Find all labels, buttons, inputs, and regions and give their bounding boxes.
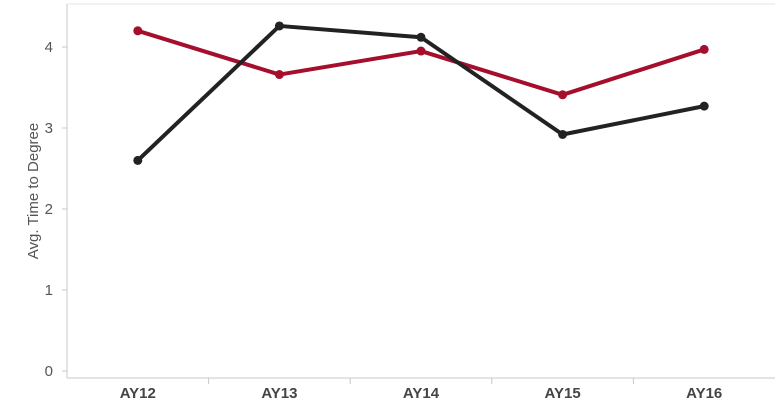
data-point[interactable] <box>558 129 568 139</box>
x-tick-label: AY16 <box>686 385 722 402</box>
y-tick-label: 2 <box>45 201 53 218</box>
x-tick-label: AY12 <box>120 385 156 402</box>
y-tick-label: 0 <box>45 363 53 380</box>
data-point[interactable] <box>699 44 709 54</box>
series-group <box>133 21 709 165</box>
data-point[interactable] <box>416 46 426 56</box>
data-point[interactable] <box>133 155 143 165</box>
data-point[interactable] <box>133 26 143 36</box>
y-tick-group: 0 1 2 3 4 <box>45 39 67 380</box>
data-point[interactable] <box>558 90 568 100</box>
y-tick-label: 4 <box>45 39 53 56</box>
series-line-2 <box>136 23 705 162</box>
x-tick-group: AY12 AY13 AY14 AY15 AY16 <box>120 378 722 402</box>
data-point[interactable] <box>416 32 426 42</box>
y-tick-label: 1 <box>45 282 53 299</box>
x-tick-label: AY14 <box>403 385 440 402</box>
data-point[interactable] <box>699 101 709 111</box>
x-tick-label: AY13 <box>261 385 297 402</box>
chart-axes <box>66 3 775 379</box>
x-tick-label: AY15 <box>545 385 581 402</box>
y-axis-label: Avg. Time to Degree <box>25 123 42 259</box>
data-point[interactable] <box>274 70 284 80</box>
data-point[interactable] <box>274 21 284 31</box>
y-tick-label: 3 <box>45 120 53 137</box>
